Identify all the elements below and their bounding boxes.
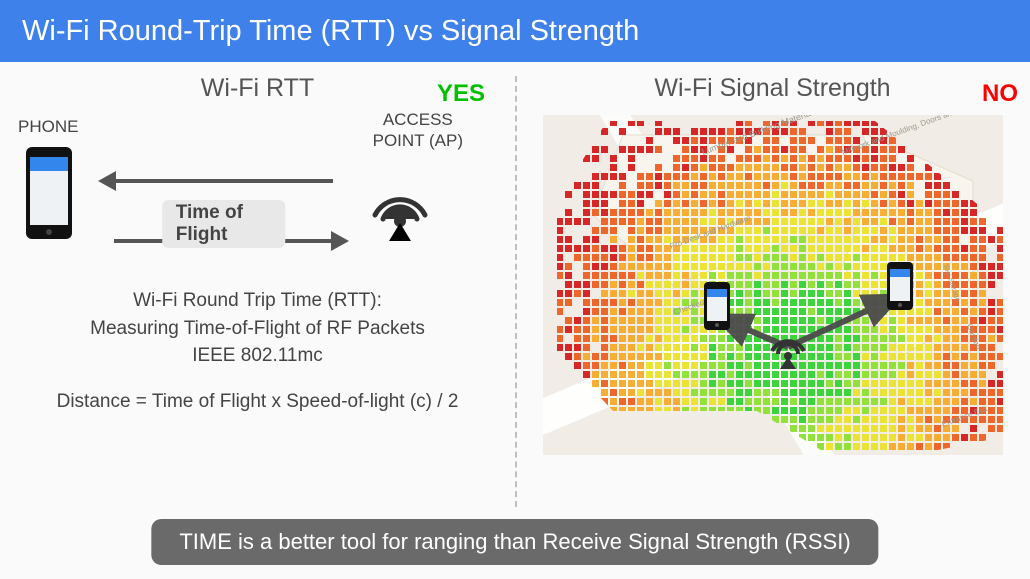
footer-banner: TIME is a better tool for ranging than R… [151, 519, 878, 565]
yes-badge: YES [437, 80, 485, 108]
tof-arrows: Time of Flight [100, 161, 347, 261]
distance-formula: Distance = Time of Flight x Speed-of-lig… [18, 388, 497, 416]
signal-heatmap: Lumber and Building MaterialsMillwork an… [543, 115, 1003, 455]
rtt-description: Wi-Fi Round Trip Time (RTT): Measuring T… [18, 287, 497, 415]
ap-label: ACCESS POINT (AP) [373, 109, 463, 152]
no-badge: NO [982, 80, 1018, 108]
arrow-to-phone [100, 161, 347, 201]
heatmap-svg: Lumber and Building MaterialsMillwork an… [543, 115, 1003, 455]
content-area: Wi-Fi RTT YES PHONE ACCESS POINT (AP) [0, 62, 1030, 515]
left-panel: Wi-Fi RTT YES PHONE ACCESS POINT (AP) [0, 62, 515, 515]
title-bar: Wi-Fi Round-Trip Time (RTT) vs Signal St… [0, 0, 1030, 62]
slide-title: Wi-Fi Round-Trip Time (RTT) vs Signal St… [22, 15, 639, 48]
right-panel: Wi-Fi Signal Strength NO Lumber and Buil… [515, 62, 1030, 515]
phone-label: PHONE [18, 117, 78, 137]
access-point-icon [365, 171, 435, 241]
right-heading: Wi-Fi Signal Strength [533, 74, 1012, 103]
rtt-diagram: PHONE ACCESS POINT (AP) [18, 117, 497, 287]
time-of-flight-label: Time of Flight [162, 200, 286, 248]
phone-icon [24, 145, 74, 241]
left-heading: Wi-Fi RTT [18, 74, 497, 103]
